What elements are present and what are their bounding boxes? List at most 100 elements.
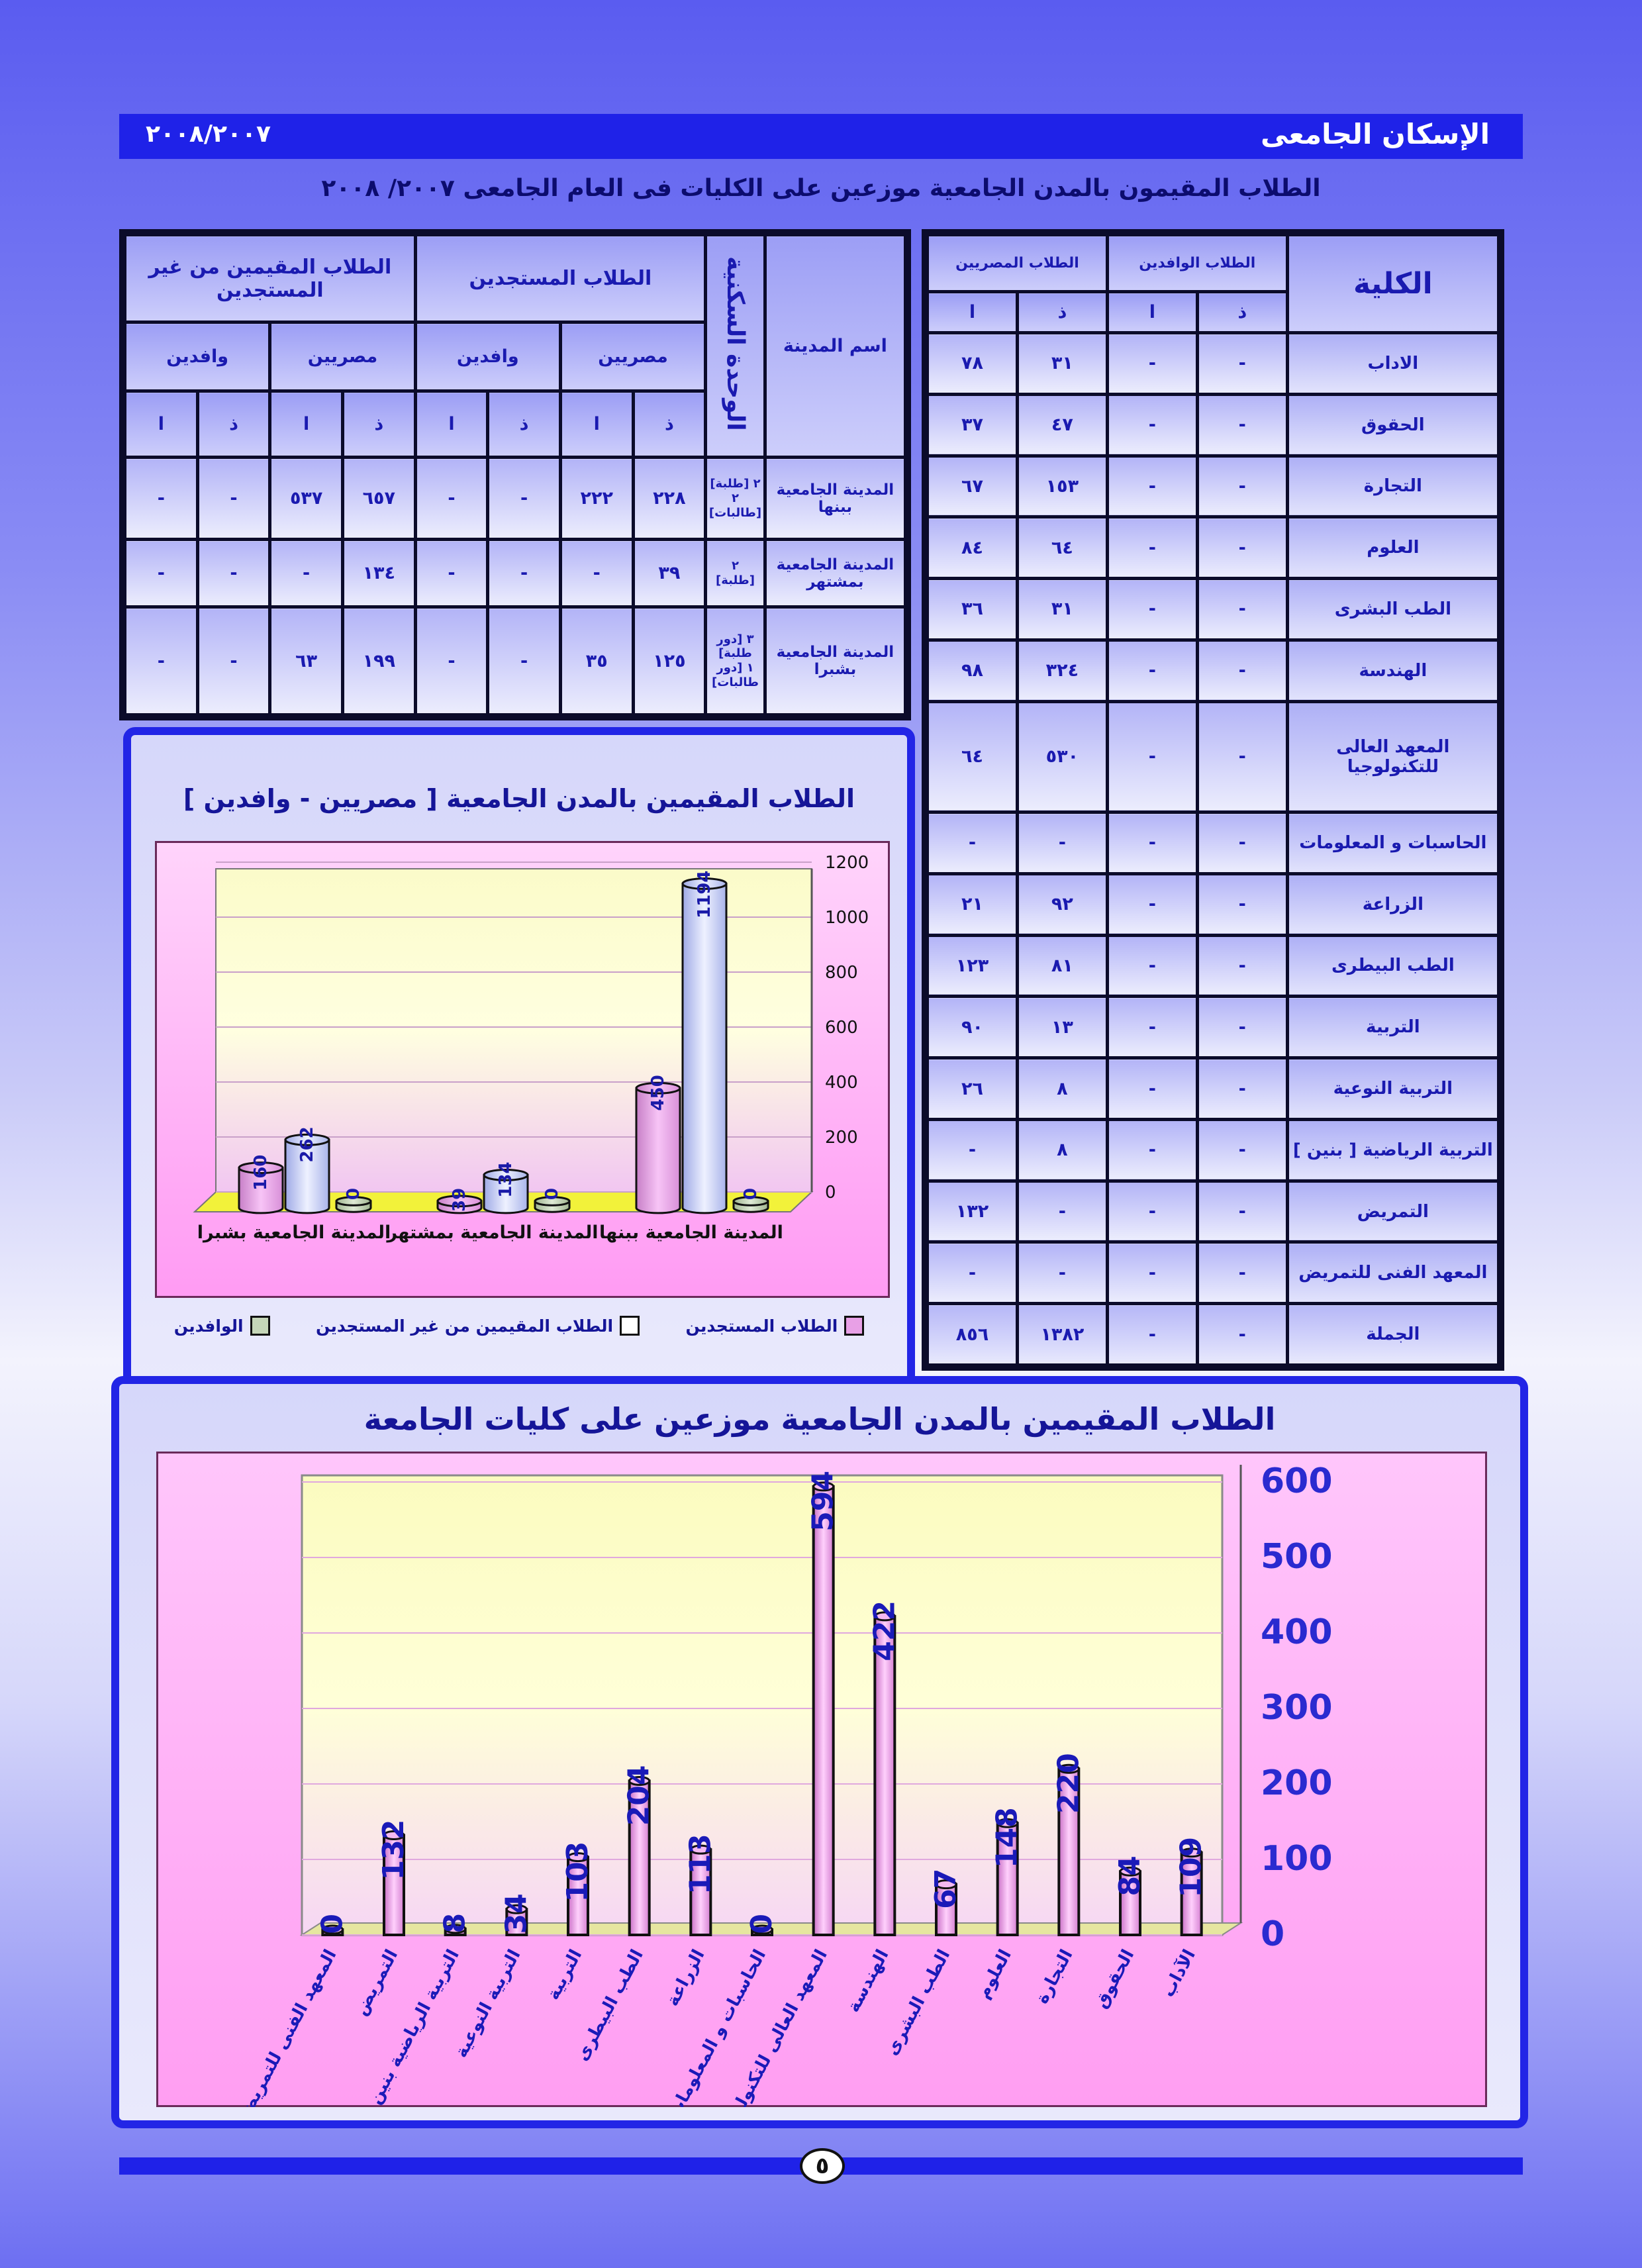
- faculty-row: الهندسة - -٣٢٤ ٩٨: [926, 638, 1501, 703]
- chart2-bar: [812, 1481, 835, 1936]
- chart1-bar: [483, 1168, 529, 1214]
- foreign-female-cell: -: [1105, 871, 1199, 937]
- foreign-male-cell: -: [1195, 995, 1289, 1060]
- count-cell: -: [486, 455, 562, 542]
- count-cell: ١٣٤: [340, 538, 417, 609]
- foreign-female-cell: -: [1105, 811, 1199, 875]
- foreign-male-cell: -: [1195, 454, 1289, 519]
- egyptian-male-cell: ١٣: [1015, 995, 1109, 1060]
- legend-swatch-foreign: [250, 1316, 270, 1336]
- sub-header-male: ذ: [340, 389, 417, 459]
- bar-body: [873, 1614, 896, 1936]
- city-table-body: المدينة الجامعية ببنها ٢ [طلبة] ٢ [طالبات]…: [123, 455, 908, 716]
- foreign-male-cell: -: [1195, 1117, 1289, 1183]
- legend-item-new: الطلاب المستجدين: [685, 1316, 865, 1336]
- bar-body: [635, 1087, 681, 1214]
- faculty-name-cell: المعهد الفنى للتمريض: [1285, 1240, 1501, 1306]
- bar-body: [284, 1138, 330, 1214]
- chart1-data-label: 450: [648, 1075, 668, 1110]
- faculty-total-row: الجملة - -١٣٨٢ ٨٥٦: [926, 1302, 1501, 1367]
- chart1-bar: [534, 1196, 571, 1213]
- egyptian-female-cell: ٢١: [926, 871, 1019, 937]
- bar-top: [732, 1196, 769, 1207]
- faculty-name-cell: الاداب: [1285, 331, 1501, 396]
- bar-top: [383, 1830, 405, 1841]
- city-chart-title: الطلاب المقيمين بالمدن الجامعية [ مصريين…: [183, 784, 855, 813]
- bar-top: [534, 1196, 571, 1207]
- count-cell: -: [123, 538, 199, 609]
- city-row: المدينة الجامعية ببنها ٢ [طلبة] ٢ [طالبات]…: [123, 455, 908, 542]
- faculty-name-cell: التجارة: [1285, 454, 1501, 519]
- chart2-bar: [505, 1904, 528, 1936]
- foreign-female-cell: -: [1105, 933, 1199, 999]
- faculty-row: التربية - -١٣ ٩٠: [926, 995, 1501, 1060]
- count-cell: ١٩٩: [340, 605, 417, 716]
- faculty-column-header: الكلية: [1285, 233, 1501, 334]
- foreign-female-cell: -: [1105, 1179, 1199, 1244]
- faculty-row: المعهد الفنى للتمريض - - - -: [926, 1240, 1501, 1306]
- chart1-data-label: 1194: [695, 870, 714, 918]
- count-cell: ٦٥٧: [340, 455, 417, 542]
- foreign-male-cell: -: [1195, 577, 1289, 642]
- returning-students-header: الطلاب المقيمين من غير المستجدين: [123, 233, 417, 324]
- chart2-plot-wall: [301, 1474, 1224, 1936]
- chart2-bar: [567, 1852, 589, 1937]
- legend-swatch-new: [844, 1316, 865, 1336]
- header-year: ٢٠٠٨/٢٠٠٧: [146, 121, 271, 148]
- chart2-bar: [1057, 1763, 1081, 1937]
- egyptian-male-cell: ١٣٨٢: [1015, 1302, 1109, 1367]
- count-cell: ١٢٥: [631, 605, 708, 716]
- foreign-male-cell: -: [1195, 1179, 1289, 1244]
- chart1-data-label: 262: [297, 1126, 317, 1162]
- new-foreign-header: وافدين: [413, 320, 562, 393]
- chart1-bar: [238, 1161, 284, 1214]
- egyptian-male-cell: ٨: [1015, 1056, 1109, 1121]
- chart2-data-label: 132: [377, 1820, 410, 1881]
- egyptian-male-cell: ٣١: [1015, 331, 1109, 396]
- sub-header-female: ا: [1105, 290, 1199, 334]
- chart2-bar: [628, 1775, 651, 1936]
- chart2-bar: [751, 1924, 773, 1936]
- chart2-data-label: 103: [561, 1842, 595, 1902]
- chart1-y-tick-label: 200: [825, 1128, 858, 1148]
- housing-unit-label: الوحدة السكنية: [721, 256, 749, 431]
- egyptian-male-cell: ١٥٣: [1015, 454, 1109, 519]
- foreign-female-cell: -: [1105, 699, 1199, 814]
- chart2-data-label: 109: [1175, 1837, 1208, 1898]
- housing-unit-cell: ٢ [طلبة]: [704, 538, 767, 609]
- bar-top: [996, 1818, 1019, 1828]
- sub-header-male: ذ: [195, 389, 272, 459]
- count-cell: -: [486, 605, 562, 716]
- legend-swatch-returning: [620, 1316, 640, 1336]
- bar-body: [935, 1883, 957, 1936]
- chart2-data-label: 594: [806, 1471, 840, 1532]
- city-row: المدينة الجامعية بشبرا ٣ [دور طلبة] ١ [دور…: [123, 605, 908, 716]
- chart1-data-label: 160: [251, 1155, 271, 1191]
- bar-top: [635, 1081, 681, 1095]
- chart2-y-tick-label: 0: [1261, 1914, 1284, 1954]
- chart1-y-tick-label: 1200: [825, 853, 869, 873]
- chart1-y-tick-label: 800: [825, 963, 858, 983]
- chart2-data-label: 8: [438, 1913, 472, 1934]
- foreign-female-cell: -: [1105, 1240, 1199, 1306]
- foreign-female-cell: -: [1105, 515, 1199, 581]
- faculty-table-container: الكلية الطلاب الوافدين الطلاب المصريين ذ…: [922, 229, 1504, 1371]
- foreign-male-cell: -: [1195, 871, 1289, 937]
- count-cell: -: [486, 538, 562, 609]
- housing-unit-line: ٢ [طالبات]: [708, 491, 762, 520]
- faculty-row: الطب البيطرى - -٨١ ١٢٣: [926, 933, 1501, 999]
- egyptian-female-cell: ٦٧: [926, 454, 1019, 519]
- egyptian-female-cell: -: [926, 1240, 1019, 1306]
- chart2-data-label: 0: [315, 1914, 349, 1934]
- bar-top: [1181, 1848, 1203, 1858]
- bar-top: [812, 1481, 835, 1492]
- faculty-name-cell: الطب البيطرى: [1285, 933, 1501, 999]
- bar-body: [238, 1167, 284, 1214]
- foreign-male-cell: -: [1195, 1240, 1289, 1306]
- header-title: الإسكان الجامعى: [1260, 118, 1490, 150]
- foreign-female-cell: -: [1105, 392, 1199, 458]
- sub-header-male: ذ: [1015, 290, 1109, 334]
- egyptian-female-cell: ٩٨: [926, 638, 1019, 703]
- faculty-name-cell: الحقوق: [1285, 392, 1501, 458]
- chart1-bar: [732, 1196, 769, 1213]
